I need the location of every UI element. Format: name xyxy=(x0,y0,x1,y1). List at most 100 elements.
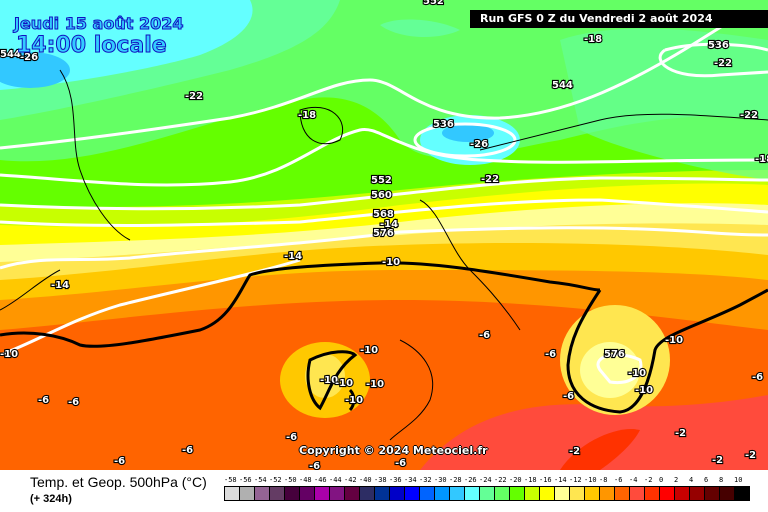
svg-text:560: 560 xyxy=(371,190,392,201)
forecast-date: Jeudi 15 août 2024 xyxy=(13,14,184,34)
scale-swatch xyxy=(254,486,269,501)
isotherm-minus10 xyxy=(0,261,768,414)
scale-tick-label: -50 xyxy=(284,476,297,484)
svg-text:-10: -10 xyxy=(382,257,400,268)
scale-tick-label: -32 xyxy=(419,476,432,484)
weather-map: -26 -22 -18 -18 -22 -26 -22 -22 -18 -14 … xyxy=(0,0,768,470)
svg-text:-26: -26 xyxy=(20,52,38,63)
copyright-notice: Copyright © 2024 Meteociel.fr xyxy=(299,444,488,457)
scale-step: -34 xyxy=(404,474,419,501)
svg-text:-18: -18 xyxy=(298,110,316,121)
scale-swatch xyxy=(674,486,689,501)
scale-step: -56 xyxy=(239,474,254,501)
scale-swatch xyxy=(644,486,659,501)
scale-step: -42 xyxy=(344,474,359,501)
scale-step: -40 xyxy=(359,474,374,501)
field-title: Temp. et Geop. 500hPa (°C) xyxy=(30,474,207,490)
scale-tick-label: -54 xyxy=(254,476,267,484)
scale-step: -48 xyxy=(299,474,314,501)
scale-swatch xyxy=(434,486,449,501)
svg-text:-10: -10 xyxy=(635,385,653,396)
svg-text:-14: -14 xyxy=(51,280,69,291)
scale-tick-label: -12 xyxy=(569,476,582,484)
scale-swatch xyxy=(614,486,629,501)
svg-text:576: 576 xyxy=(604,349,625,360)
scale-step: -46 xyxy=(314,474,329,501)
svg-text:-22: -22 xyxy=(185,91,203,102)
scale-swatch xyxy=(344,486,359,501)
scale-swatch xyxy=(314,486,329,501)
scale-step: -8 xyxy=(599,474,614,501)
legend-footer: Temp. et Geop. 500hPa (°C) (+ 324h) -58-… xyxy=(0,470,768,512)
scale-tick-label: 2 xyxy=(674,476,679,484)
svg-text:-2: -2 xyxy=(745,450,756,461)
scale-tick-label: -46 xyxy=(314,476,327,484)
svg-text:-10: -10 xyxy=(320,375,338,386)
scale-tick-label: -16 xyxy=(539,476,552,484)
scale-step: -12 xyxy=(569,474,584,501)
svg-text:-6: -6 xyxy=(114,456,125,467)
svg-text:-2: -2 xyxy=(712,455,723,466)
svg-text:-6: -6 xyxy=(309,461,320,470)
scale-swatch xyxy=(404,486,419,501)
scale-step: 0 xyxy=(659,474,674,501)
svg-text:552: 552 xyxy=(423,0,444,7)
scale-step: -30 xyxy=(434,474,449,501)
scale-swatch xyxy=(569,486,584,501)
svg-text:-10: -10 xyxy=(665,335,683,346)
scale-swatch xyxy=(599,486,614,501)
svg-text:-14: -14 xyxy=(284,251,302,262)
scale-swatch xyxy=(509,486,524,501)
scale-tick-label: -38 xyxy=(374,476,387,484)
scale-tick-label: -42 xyxy=(344,476,357,484)
scale-tick-label: 0 xyxy=(659,476,664,484)
svg-text:-6: -6 xyxy=(545,349,556,360)
scale-step: -18 xyxy=(524,474,539,501)
scale-tick-label: -26 xyxy=(464,476,477,484)
scale-step: -38 xyxy=(374,474,389,501)
scale-step: 4 xyxy=(689,474,704,501)
run-banner: Run GFS 0 Z du Vendredi 2 août 2024 xyxy=(470,10,768,28)
scale-step: 2 xyxy=(674,474,689,501)
band-minus4 xyxy=(420,395,768,470)
scale-swatch xyxy=(299,486,314,501)
scale-tick-label: -24 xyxy=(479,476,492,484)
scale-tick-label: -6 xyxy=(614,476,623,484)
svg-text:-6: -6 xyxy=(182,445,193,456)
scale-swatch xyxy=(239,486,254,501)
svg-text:-6: -6 xyxy=(68,397,79,408)
scale-swatch xyxy=(704,486,719,501)
band-minus24-east xyxy=(560,28,768,180)
scale-tick-label: -36 xyxy=(389,476,402,484)
scale-step: -2 xyxy=(644,474,659,501)
svg-text:-18: -18 xyxy=(755,154,768,165)
scale-step: -22 xyxy=(494,474,509,501)
scale-tick-label: -22 xyxy=(494,476,507,484)
scale-step: -54 xyxy=(254,474,269,501)
geopotential-labels: 544 552 536 544 536 552 560 568 576 576 xyxy=(0,0,730,361)
scale-swatch xyxy=(329,486,344,501)
scale-tick-label: -56 xyxy=(239,476,252,484)
scale-step: -36 xyxy=(389,474,404,501)
scale-step: -24 xyxy=(479,474,494,501)
scale-step: -32 xyxy=(419,474,434,501)
scale-step: -28 xyxy=(449,474,464,501)
scale-step: -10 xyxy=(584,474,599,501)
scale-step: -20 xyxy=(509,474,524,501)
svg-text:-10: -10 xyxy=(628,368,646,379)
scale-tick-label: -52 xyxy=(269,476,282,484)
scale-swatch xyxy=(719,486,734,501)
scale-swatch xyxy=(734,486,750,501)
svg-text:-2: -2 xyxy=(569,446,580,457)
scale-step: -26 xyxy=(464,474,479,501)
scale-swatch xyxy=(629,486,644,501)
scale-tick-label: -20 xyxy=(509,476,522,484)
scale-swatch xyxy=(359,486,374,501)
scale-tick-label: -34 xyxy=(404,476,417,484)
svg-text:-6: -6 xyxy=(752,372,763,383)
svg-text:-22: -22 xyxy=(481,174,499,185)
scale-swatch xyxy=(419,486,434,501)
scale-step: -58 xyxy=(224,474,239,501)
svg-text:-14: -14 xyxy=(380,219,398,230)
svg-text:-10: -10 xyxy=(0,349,18,360)
